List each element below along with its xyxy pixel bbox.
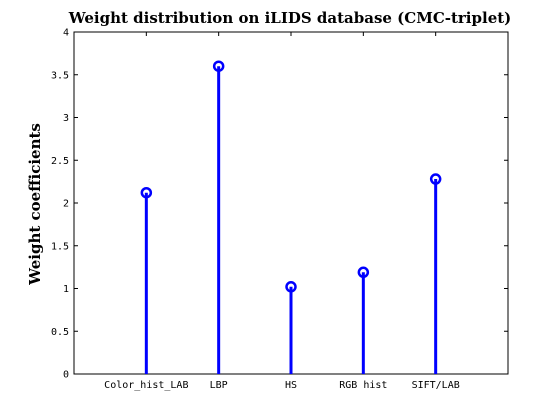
- stem-marker: [429, 173, 442, 185]
- y-tick-label: 3.5: [51, 70, 69, 81]
- chart-title: Weight distribution on iLIDS database (C…: [68, 9, 512, 27]
- x-tick-label: RGB hist: [339, 380, 387, 391]
- y-tick-label: 0: [63, 370, 69, 381]
- stem-marker: [212, 60, 225, 72]
- x-tick-label: SIFT/LAB: [412, 380, 460, 391]
- x-tick-label: Color_hist_LAB: [104, 380, 188, 391]
- stem-series: [140, 60, 442, 374]
- stem-marker: [357, 266, 370, 279]
- stem-marker: [285, 281, 297, 293]
- stem-marker: [140, 186, 153, 199]
- y-tick-label: 1.5: [51, 241, 69, 252]
- y-axis-label: Weight coefficients: [26, 123, 44, 286]
- y-tick-label: 2.5: [51, 156, 69, 167]
- y-tick-label: 4: [63, 28, 69, 39]
- y-tick-label: 2: [63, 199, 69, 210]
- x-tick-label: HS: [285, 380, 297, 391]
- x-tick-label: LBP: [210, 380, 228, 391]
- y-tick-label: 1: [63, 284, 69, 295]
- axis-ticks: 0 0.5 1 1.5 2 2.5 3 3.5 4 Color_hist_LAB LBP HS RGB …: [51, 28, 508, 391]
- y-tick-label: 3: [63, 113, 69, 124]
- y-tick-label: 0.5: [51, 327, 69, 338]
